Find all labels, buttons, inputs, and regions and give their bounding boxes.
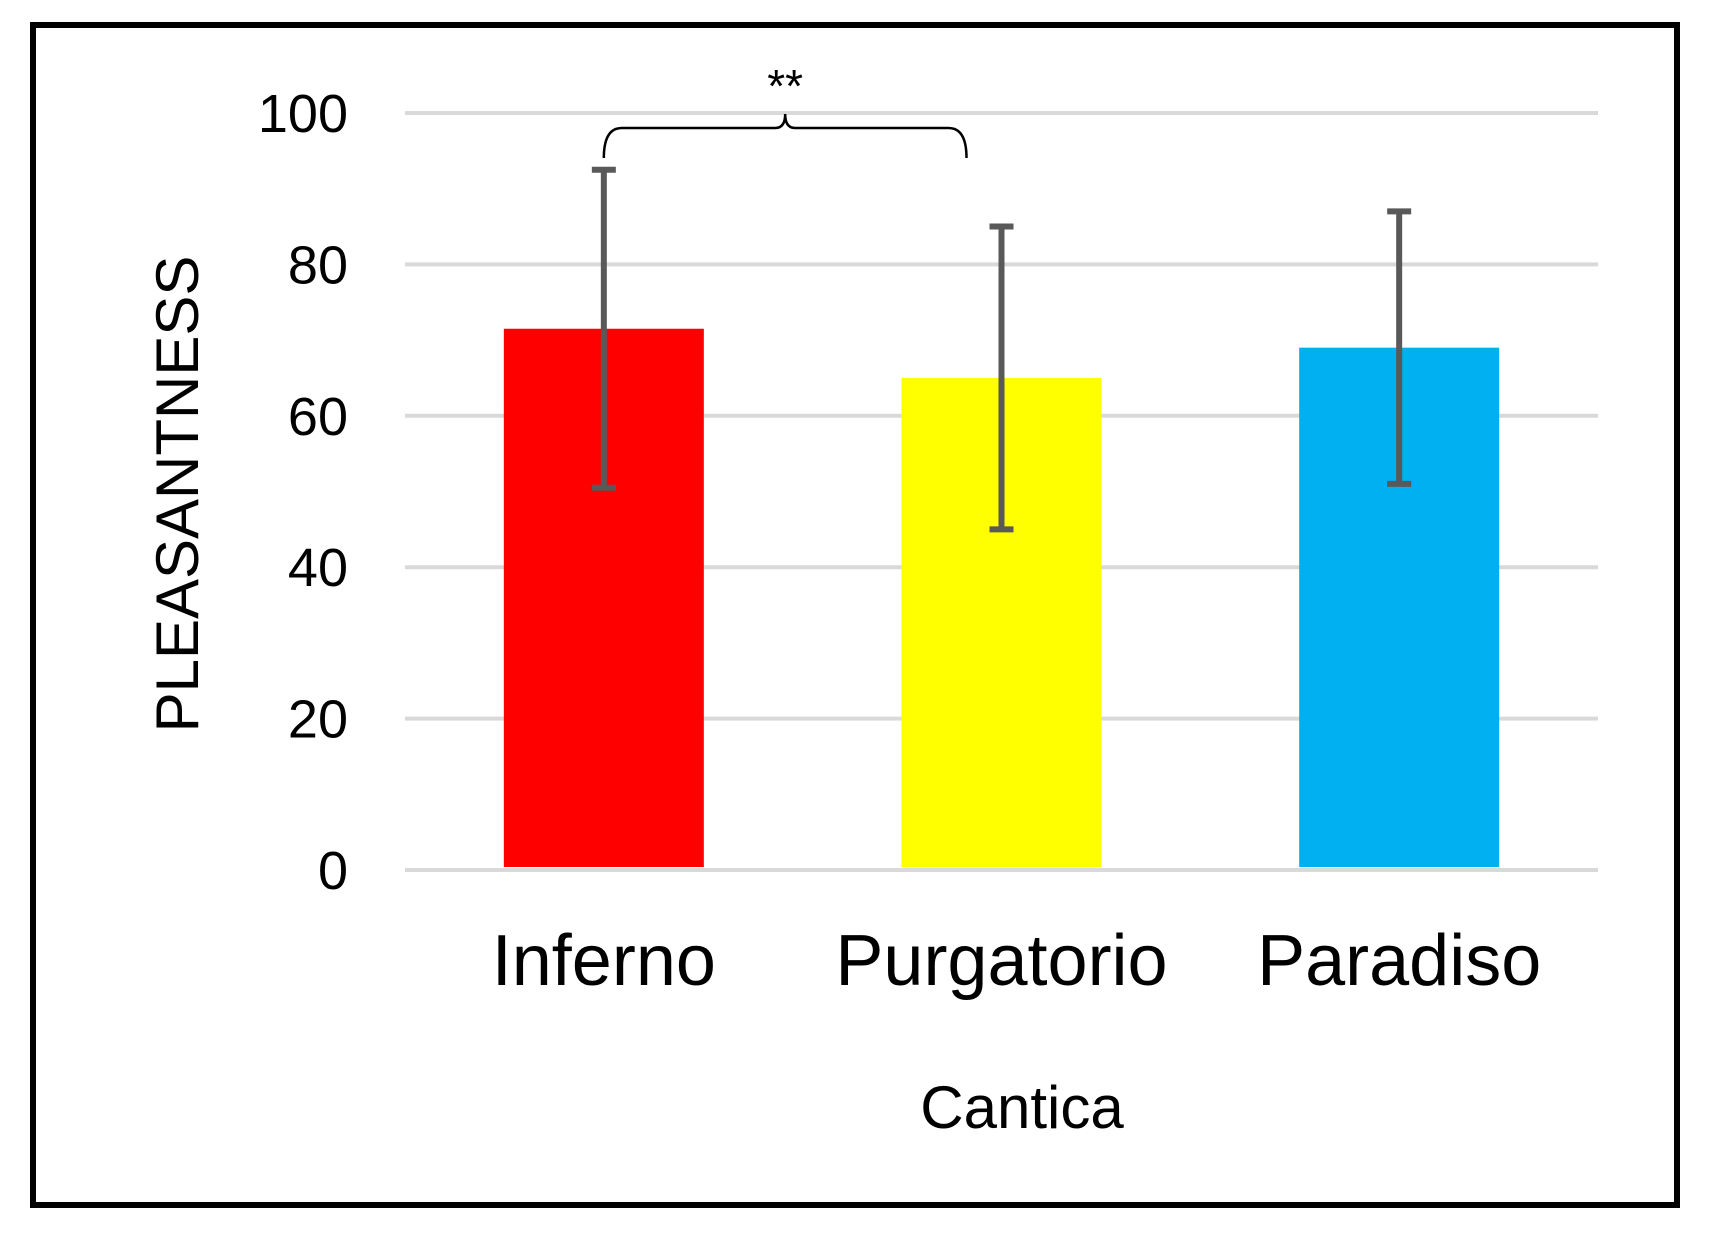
- x-tick-label: Inferno: [492, 921, 716, 1001]
- y-tick-label: 40: [288, 538, 348, 598]
- y-tick-label: 20: [288, 690, 348, 750]
- y-axis-title: PLEASANTNESS: [144, 256, 211, 733]
- x-tick-label: Paradiso: [1257, 921, 1541, 1001]
- error-bar-paradiso: [1387, 208, 1412, 487]
- significance-bracket: [602, 113, 968, 159]
- x-tick-label: Purgatorio: [835, 921, 1167, 1001]
- x-axis-title: Cantica: [920, 1074, 1124, 1141]
- y-axis-ticks: 0 20 40 60 80 100: [258, 84, 348, 901]
- y-tick-label: 100: [258, 84, 348, 144]
- significance-label: **: [767, 60, 803, 112]
- y-tick-label: 80: [288, 235, 348, 295]
- error-bar-purgatorio: [989, 223, 1014, 533]
- significance-annotation: **: [602, 60, 968, 159]
- x-axis-ticks: Inferno Purgatorio Paradiso: [492, 921, 1541, 1001]
- error-bars: [591, 166, 1412, 533]
- y-tick-label: 0: [318, 841, 348, 901]
- error-bar-inferno: [591, 166, 616, 491]
- y-tick-label: 60: [288, 387, 348, 447]
